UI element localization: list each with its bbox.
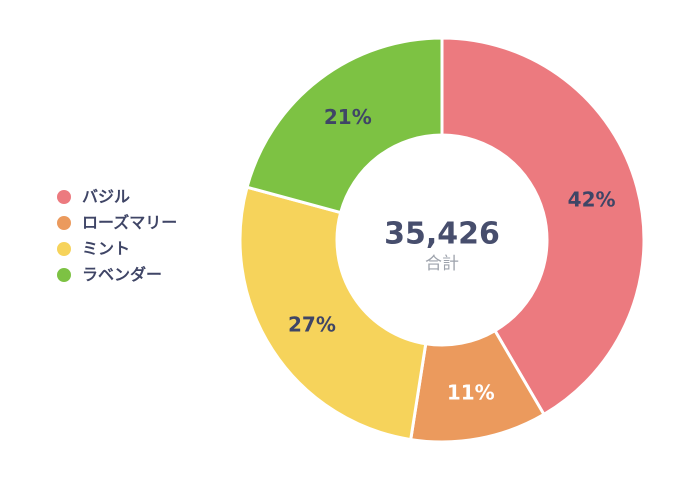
legend-label: ローズマリー — [82, 213, 178, 232]
chart-center-label: 合計 — [425, 254, 459, 274]
donut-slice-4 — [245, 36, 444, 215]
legend-item-4: ラベンダー — [57, 267, 177, 283]
legend-item-1: バジル — [57, 189, 177, 205]
legend-label: ミント — [82, 239, 131, 258]
legend-dot-icon — [57, 242, 71, 256]
donut-slice-1 — [440, 36, 646, 416]
legend-item-2: ローズマリー — [57, 215, 177, 231]
slice-percent-label-2: 11% — [447, 380, 495, 404]
slice-percent-label-4: 21% — [324, 105, 372, 129]
legend-item-3: ミント — [57, 241, 177, 257]
legend-label: ラベンダー — [82, 265, 163, 284]
donut-slice-3 — [238, 185, 428, 442]
chart-center-total: 35,426 — [384, 217, 500, 252]
legend-dot-icon — [57, 216, 71, 230]
slice-percent-label-3: 27% — [288, 312, 336, 336]
slice-percent-labels: 42% 11% 27% 21% — [288, 105, 616, 404]
slice-percent-label-1: 42% — [568, 187, 616, 211]
legend-dot-icon — [57, 190, 71, 204]
legend-dot-icon — [57, 268, 71, 282]
donut-slices — [238, 36, 646, 444]
legend-label: バジル — [82, 187, 131, 206]
chart-legend: バジルローズマリー ミントラベンダー — [57, 189, 177, 283]
